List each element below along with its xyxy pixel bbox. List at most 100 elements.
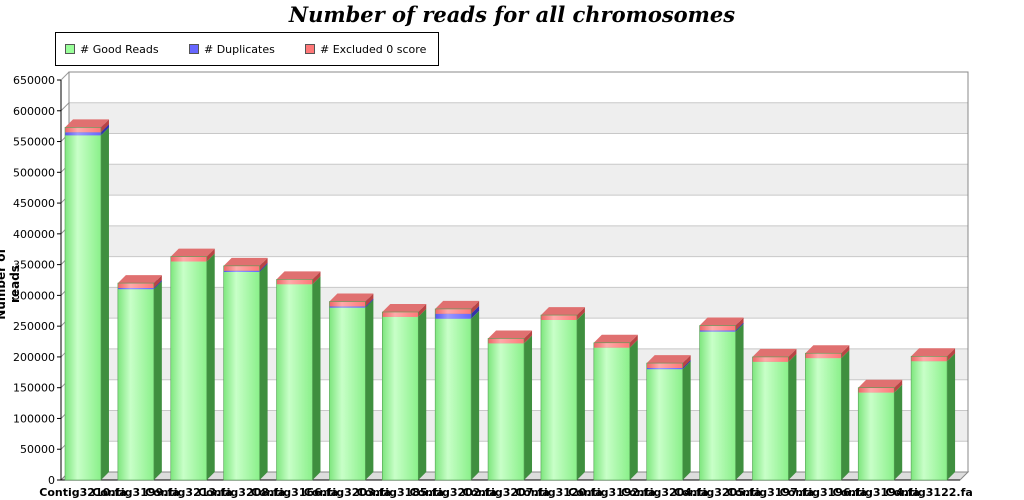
legend-label-excluded: # Excluded 0 score — [320, 43, 427, 56]
bar-outline — [276, 279, 313, 481]
bar-excluded — [65, 119, 109, 133]
bar-front-excluded — [329, 301, 366, 307]
x-tick-label: Contig3197.fa — [727, 486, 814, 499]
bar-good-reads — [117, 281, 162, 480]
bar-side-excluded — [682, 355, 691, 368]
bar-front-excluded — [593, 342, 630, 348]
y-tick-label: 250000 — [13, 320, 55, 333]
bar-side-excluded — [788, 348, 797, 362]
bar-top-excluded — [699, 317, 744, 326]
bar-front-excluded — [276, 279, 313, 285]
bar-side-good-reads — [894, 384, 903, 480]
legend-item-excluded: # Excluded 0 score — [305, 43, 426, 56]
bar-front-excluded — [117, 283, 154, 288]
bar-front-excluded — [540, 315, 577, 320]
bar-outline — [752, 356, 789, 481]
bar-front-good-reads — [329, 307, 366, 480]
bar-side-good-reads — [259, 264, 268, 480]
legend-swatch-excluded — [305, 44, 315, 54]
bar-side-good-reads — [682, 361, 691, 480]
bar-top-excluded — [170, 248, 215, 257]
bar-side-duplicates — [259, 262, 268, 272]
x-tick-label: Contig3120.fa — [515, 486, 602, 499]
bar-excluded — [805, 345, 850, 359]
bar-excluded — [699, 317, 744, 331]
x-tick-label: Contig3196.fa — [780, 486, 867, 499]
bar-good-reads — [382, 308, 427, 480]
bar-side-good-reads — [153, 281, 162, 480]
bar-side-excluded — [947, 348, 956, 362]
x-tick-label: Contig3208.fa — [198, 486, 285, 499]
bar-front-good-reads — [435, 318, 472, 480]
bar-front-good-reads — [382, 316, 419, 480]
bar-outline — [857, 387, 895, 481]
bar-good-reads — [276, 276, 321, 480]
grid-band — [69, 102, 968, 134]
bar-front-good-reads — [805, 358, 842, 480]
bar-front-good-reads — [699, 331, 736, 480]
bar-side-good-reads — [629, 339, 638, 480]
y-tick-label: 0 — [48, 474, 55, 487]
y-tick-label: 600000 — [13, 105, 55, 118]
bar-top-excluded — [540, 307, 585, 316]
bar-good-reads — [329, 299, 374, 480]
x-tick-label: Contig3185.fa — [357, 486, 444, 499]
bar-top-excluded — [329, 293, 374, 302]
legend-label-duplicates: # Duplicates — [204, 43, 275, 56]
bar-top-excluded — [65, 119, 109, 128]
y-tick-label: 400000 — [13, 228, 55, 241]
bar-good-reads — [911, 353, 956, 480]
bar-outline — [223, 265, 260, 481]
bar-side-excluded — [206, 248, 215, 262]
bar-good-reads — [752, 353, 797, 480]
grid-band — [69, 72, 968, 103]
y-tick-label: 100000 — [13, 412, 55, 425]
bar-good-reads — [699, 323, 744, 480]
bar-excluded — [223, 257, 268, 271]
grid-band — [69, 164, 968, 196]
bar-top-excluded — [488, 330, 533, 339]
bar-outline — [381, 311, 419, 481]
grid-band — [69, 287, 968, 319]
bar-side-good-reads — [312, 276, 321, 480]
bar-front-excluded — [911, 356, 948, 362]
bar-front-good-reads — [117, 289, 154, 480]
x-tick-label: Contig3213.fa — [145, 486, 232, 499]
bar-front-excluded — [170, 256, 207, 262]
x-tick-label: Contig3194.fa — [833, 486, 920, 499]
bar-side-excluded — [153, 275, 162, 288]
bar-outline — [117, 282, 155, 481]
bar-side-excluded — [100, 119, 109, 133]
y-tick-label: 500000 — [13, 166, 55, 179]
bar-front-duplicates — [329, 306, 366, 308]
bar-side-duplicates — [153, 280, 162, 290]
x-tick-label: Contig3204.fa — [621, 486, 708, 499]
grid-band — [69, 195, 968, 226]
bar-good-reads — [858, 384, 903, 480]
x-tick-label: Contig3199.fa — [92, 486, 179, 499]
grid-band — [69, 133, 968, 165]
x-tick-label: Contig3122.fa — [885, 486, 972, 499]
bar-outline — [434, 308, 472, 481]
bar-top-excluded — [805, 345, 850, 354]
bar-good-reads — [805, 350, 850, 480]
x-tick-label: Contig3192.fa — [568, 486, 655, 499]
bar-side-excluded — [524, 330, 533, 344]
bar-side-good-reads — [841, 350, 850, 480]
bar-outline — [646, 362, 683, 481]
y-tick-label: 300000 — [13, 289, 55, 302]
bar-side-excluded — [629, 334, 638, 348]
bar-excluded — [646, 355, 691, 368]
bar-front-good-reads — [646, 369, 683, 480]
bar-top-excluded — [382, 304, 427, 312]
bar-excluded — [117, 275, 162, 288]
bar-side-duplicates — [471, 305, 480, 319]
bar-outline — [540, 314, 578, 481]
bar-side-good-reads — [576, 312, 585, 480]
bar-top-excluded — [117, 275, 162, 284]
x-tick-label: Contig3166.fa — [251, 486, 338, 499]
y-tick-label: 200000 — [13, 351, 55, 364]
bar-front-excluded — [382, 312, 419, 317]
x-tick-label: Contig3207.fa — [462, 486, 549, 499]
bar-excluded — [593, 334, 638, 348]
